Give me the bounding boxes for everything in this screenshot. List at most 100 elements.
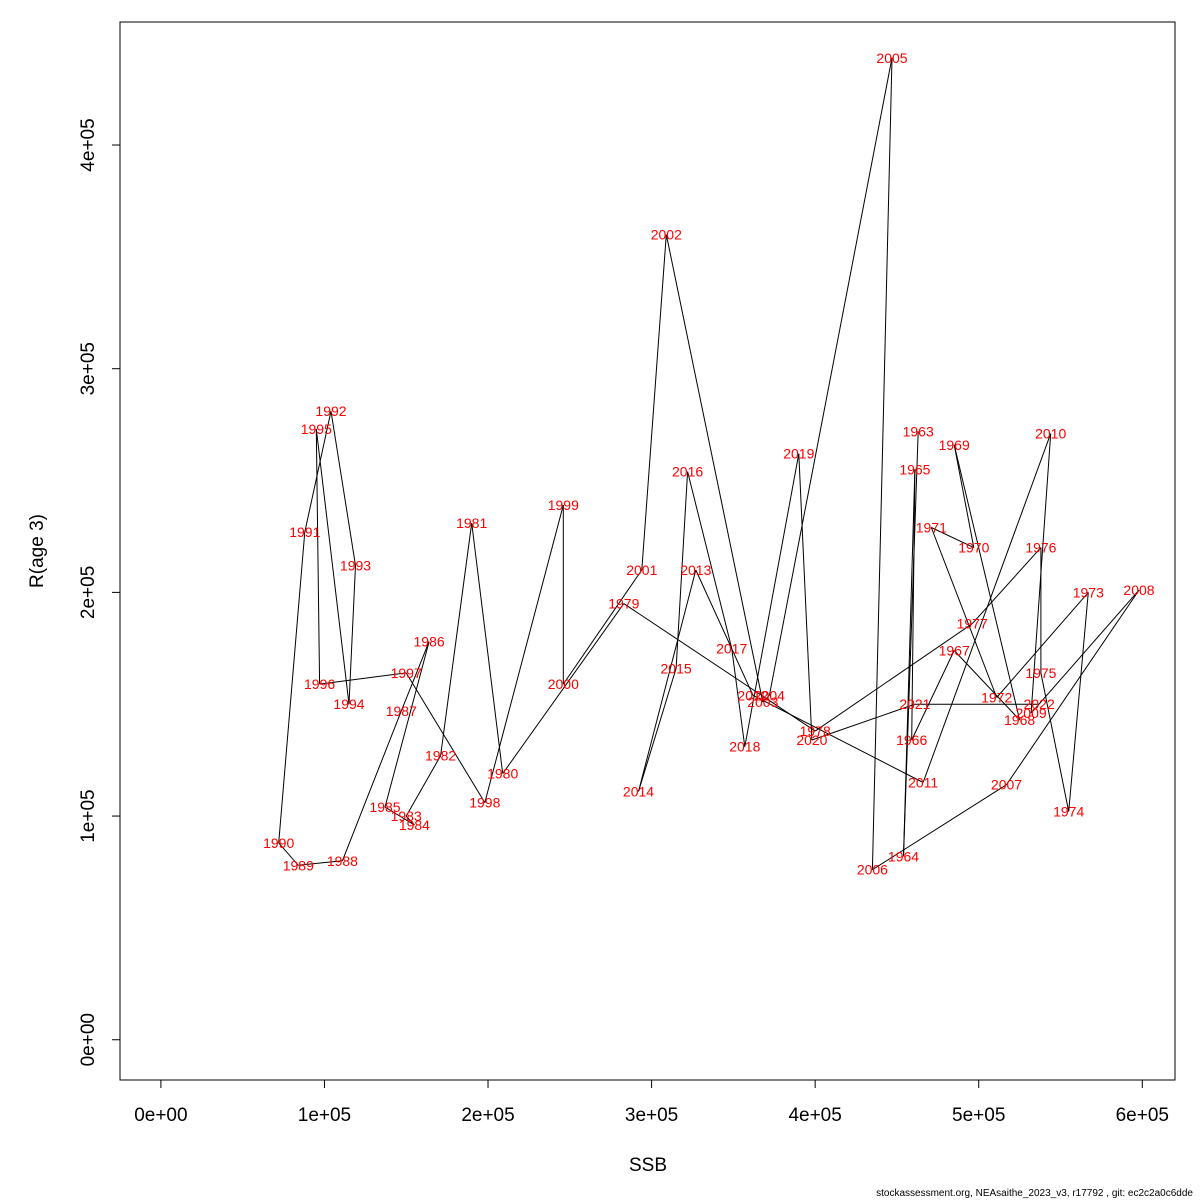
y-tick-label: 2e+05 xyxy=(78,566,99,619)
point-label-1973: 1973 xyxy=(1073,584,1104,600)
segment-2012-2013 xyxy=(695,569,754,696)
point-label-1995: 1995 xyxy=(301,421,332,437)
segment-1970-1971 xyxy=(931,527,975,549)
footer-credit: stockassessment.org, NEAsaithe_2023_v3, … xyxy=(876,1188,1193,1199)
y-tick-label: 1e+05 xyxy=(78,789,99,842)
point-label-1998: 1998 xyxy=(469,795,500,811)
segment-1968-1969 xyxy=(953,444,1021,721)
segment-2011-2012 xyxy=(752,694,924,783)
x-axis-title: SSB xyxy=(629,1155,667,1176)
point-label-2020: 2020 xyxy=(796,732,827,748)
point-label-1986: 1986 xyxy=(414,634,445,650)
segment-2018-2019 xyxy=(744,453,800,747)
point-label-2008: 2008 xyxy=(1123,582,1154,598)
point-label-2007: 2007 xyxy=(991,777,1022,793)
segment-1997-1998 xyxy=(405,672,486,803)
segment-1986-1987 xyxy=(400,641,430,712)
segment-2017-2018 xyxy=(731,648,746,747)
segment-1983-1984 xyxy=(405,815,415,826)
segment-1965-1966 xyxy=(911,469,916,741)
segment-1977-1978 xyxy=(814,623,973,732)
point-label-2010: 2010 xyxy=(1035,426,1066,442)
segment-1974-1975 xyxy=(1040,672,1070,812)
point-label-1994: 1994 xyxy=(333,696,364,712)
point-label-2022: 2022 xyxy=(1024,696,1055,712)
segment-2008-2009 xyxy=(1030,589,1140,714)
point-label-1984: 1984 xyxy=(399,817,430,833)
segment-2002-2003 xyxy=(665,234,764,703)
point-label-2018: 2018 xyxy=(729,739,760,755)
segment-1995-1996 xyxy=(315,429,321,685)
point-label-1978: 1978 xyxy=(800,723,831,739)
point-label-1990: 1990 xyxy=(263,835,294,851)
point-label-1992: 1992 xyxy=(315,403,346,419)
x-tick-label: 2e+05 xyxy=(461,1105,514,1126)
segment-2020-2021 xyxy=(811,703,916,741)
segment-1996-1997 xyxy=(319,672,407,685)
point-label-1999: 1999 xyxy=(548,497,579,513)
point-label-1991: 1991 xyxy=(289,524,320,540)
x-tick-label: 1e+05 xyxy=(298,1105,351,1126)
segment-2006-2007 xyxy=(872,784,1007,871)
segment-1990-1991 xyxy=(278,531,306,843)
segment-1985-1986 xyxy=(384,641,430,808)
point-label-1996: 1996 xyxy=(304,676,335,692)
point-labels: 1963 1964 1965 1966 1967 1968 1969 1970 1971 1972… xyxy=(263,50,1155,878)
point-label-1975: 1975 xyxy=(1025,665,1056,681)
point-label-1982: 1982 xyxy=(425,748,456,764)
segment-2010-2011 xyxy=(922,433,1052,783)
point-label-2014: 2014 xyxy=(623,784,654,800)
segment-1991-1992 xyxy=(304,411,332,533)
segment-1989-1990 xyxy=(278,842,299,866)
segment-1998-1999 xyxy=(484,504,564,803)
segment-1978-1979 xyxy=(623,603,816,732)
y-axis-title: R(age 3) xyxy=(27,514,48,588)
segment-2000-2001 xyxy=(562,569,643,685)
x-tick-label: 4e+05 xyxy=(788,1105,841,1126)
segment-1973-1974 xyxy=(1068,592,1089,812)
point-label-2001: 2001 xyxy=(626,562,657,578)
segment-1984-1985 xyxy=(384,806,415,826)
segment-1994-1995 xyxy=(315,429,350,705)
y-axis: 0e+00 1e+05 2e+05 3e+05 4e+05 xyxy=(78,118,121,1066)
segment-1988-1989 xyxy=(298,860,343,866)
point-label-2021: 2021 xyxy=(899,696,930,712)
point-label-1963: 1963 xyxy=(903,423,934,439)
x-tick-label: 0e+00 xyxy=(134,1105,187,1126)
segment-1976-1977 xyxy=(971,547,1042,625)
point-label-1988: 1988 xyxy=(327,853,358,869)
segment-2013-2014 xyxy=(638,569,697,792)
segment-2007-2008 xyxy=(1006,589,1140,785)
x-tick-label: 6e+05 xyxy=(1116,1105,1169,1126)
point-label-2017: 2017 xyxy=(716,640,747,656)
point-label-2003: 2003 xyxy=(747,694,778,710)
point-label-2013: 2013 xyxy=(680,562,711,578)
x-axis: 0e+00 1e+05 2e+05 3e+05 4e+05 5e+05 6e+05 xyxy=(134,1079,1169,1126)
point-label-2004: 2004 xyxy=(754,687,785,703)
point-label-2016: 2016 xyxy=(672,464,703,480)
segment-1982-1983 xyxy=(405,755,442,817)
segment-1993-1994 xyxy=(348,565,356,705)
segment-2019-2020 xyxy=(798,453,813,741)
point-label-2012: 2012 xyxy=(737,687,768,703)
point-label-1974: 1974 xyxy=(1053,804,1084,820)
point-label-1980: 1980 xyxy=(487,766,518,782)
point-label-1965: 1965 xyxy=(899,461,930,477)
point-label-2009: 2009 xyxy=(1016,705,1047,721)
segment-1972-1973 xyxy=(996,592,1089,698)
point-label-1971: 1971 xyxy=(916,520,947,536)
point-label-2000: 2000 xyxy=(548,676,579,692)
segment-2009-2010 xyxy=(1030,433,1052,714)
point-label-1985: 1985 xyxy=(369,799,400,815)
segment-1971-1972 xyxy=(930,527,998,698)
point-label-2011: 2011 xyxy=(908,775,938,791)
point-label-1997: 1997 xyxy=(391,665,422,681)
segment-1979-1980 xyxy=(502,603,625,774)
x-tick-label: 3e+05 xyxy=(625,1105,678,1126)
point-label-2005: 2005 xyxy=(876,50,907,66)
point-label-1981: 1981 xyxy=(456,515,487,531)
point-label-1989: 1989 xyxy=(283,857,314,873)
point-label-1966: 1966 xyxy=(896,732,927,748)
plot-frame xyxy=(119,21,1176,1081)
segment-2015-2016 xyxy=(675,471,689,669)
